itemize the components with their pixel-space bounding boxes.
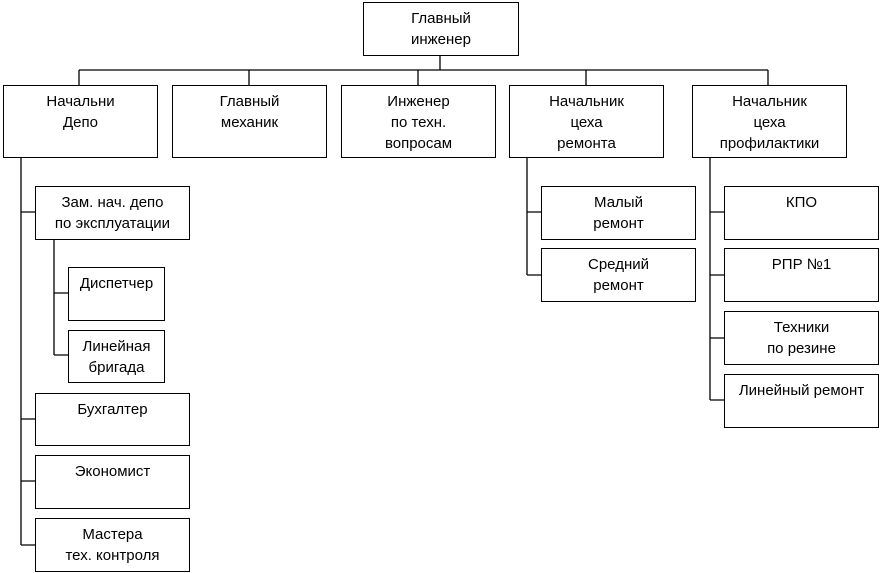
node-line-repair: Линейный ремонт <box>724 374 879 428</box>
node-kpo: КПО <box>724 186 879 240</box>
node-medium-repair: Средний ремонт <box>541 248 696 302</box>
node-rpr1: РПР №1 <box>724 248 879 302</box>
node-chief-engineer: Главный инженер <box>363 2 519 56</box>
node-label-line: Начальник <box>549 93 624 110</box>
node-label-line: профилактики <box>719 135 820 152</box>
connector-prevention <box>709 157 724 401</box>
node-label-line: Техники <box>773 319 830 336</box>
node-quality-masters: Мастера тех. контроля <box>35 518 190 572</box>
node-line-brigade: Линейная бригада <box>68 330 165 383</box>
node-label-line: Линейный ремонт <box>738 382 865 399</box>
node-label-line: КПО <box>785 194 818 211</box>
node-chief-mechanic: Главный механик <box>172 85 327 158</box>
connector-depot <box>20 157 35 546</box>
node-deputy-operations: Зам. нач. депо по эксплуатации <box>35 186 190 240</box>
node-label-line: Экономист <box>74 463 151 480</box>
node-label-line: тех. контроля <box>65 547 160 564</box>
node-label-line: ремонта <box>557 135 616 152</box>
node-accountant: Бухгалтер <box>35 393 190 446</box>
node-label-line: ремонт <box>593 277 644 294</box>
node-depot-head: Начальни Депо <box>3 85 158 158</box>
node-label-line: Депо <box>63 114 98 131</box>
node-label-line: бригада <box>88 359 145 376</box>
node-economist: Экономист <box>35 455 190 509</box>
node-dispatcher: Диспетчер <box>68 267 165 321</box>
node-label-line: Начальни <box>46 93 115 110</box>
node-minor-repair: Малый ремонт <box>541 186 696 240</box>
node-repair-shop-head: Начальник цеха ремонта <box>509 85 664 158</box>
node-label-line: инженер <box>410 31 471 48</box>
node-label-line: по резине <box>767 340 836 357</box>
node-label-line: ремонт <box>593 215 644 232</box>
node-label-line: цеха <box>753 114 786 131</box>
node-label-line: Линейная <box>82 338 151 355</box>
node-label-line: Главный <box>219 93 280 110</box>
node-label-line: Диспетчер <box>79 275 154 292</box>
connector-deputy <box>53 239 68 356</box>
node-label-line: механик <box>220 114 279 131</box>
node-label-line: по эксплуатации <box>54 215 171 232</box>
node-label-line: Малый <box>594 194 643 211</box>
node-label-line: вопросам <box>384 135 453 152</box>
node-label-line: Инженер <box>387 93 450 110</box>
node-label-line: Средний <box>588 256 649 273</box>
connector-top <box>78 55 769 85</box>
node-label-line: по техн. <box>390 114 447 131</box>
node-label-line: Главный <box>411 10 471 27</box>
node-label-line: РПР №1 <box>771 256 832 273</box>
node-rubber-techs: Техники по резине <box>724 311 879 365</box>
node-label-line: цеха <box>570 114 603 131</box>
node-label-line: Мастера <box>82 526 143 543</box>
node-label-line: Бухгалтер <box>77 401 148 418</box>
node-tech-engineer: Инженер по техн. вопросам <box>341 85 496 158</box>
node-label-line: Начальник <box>732 93 807 110</box>
node-label-line: Зам. нач. депо <box>61 194 164 211</box>
connector-repair <box>526 157 541 276</box>
node-prevention-shop-head: Начальник цеха профилактики <box>692 85 847 158</box>
